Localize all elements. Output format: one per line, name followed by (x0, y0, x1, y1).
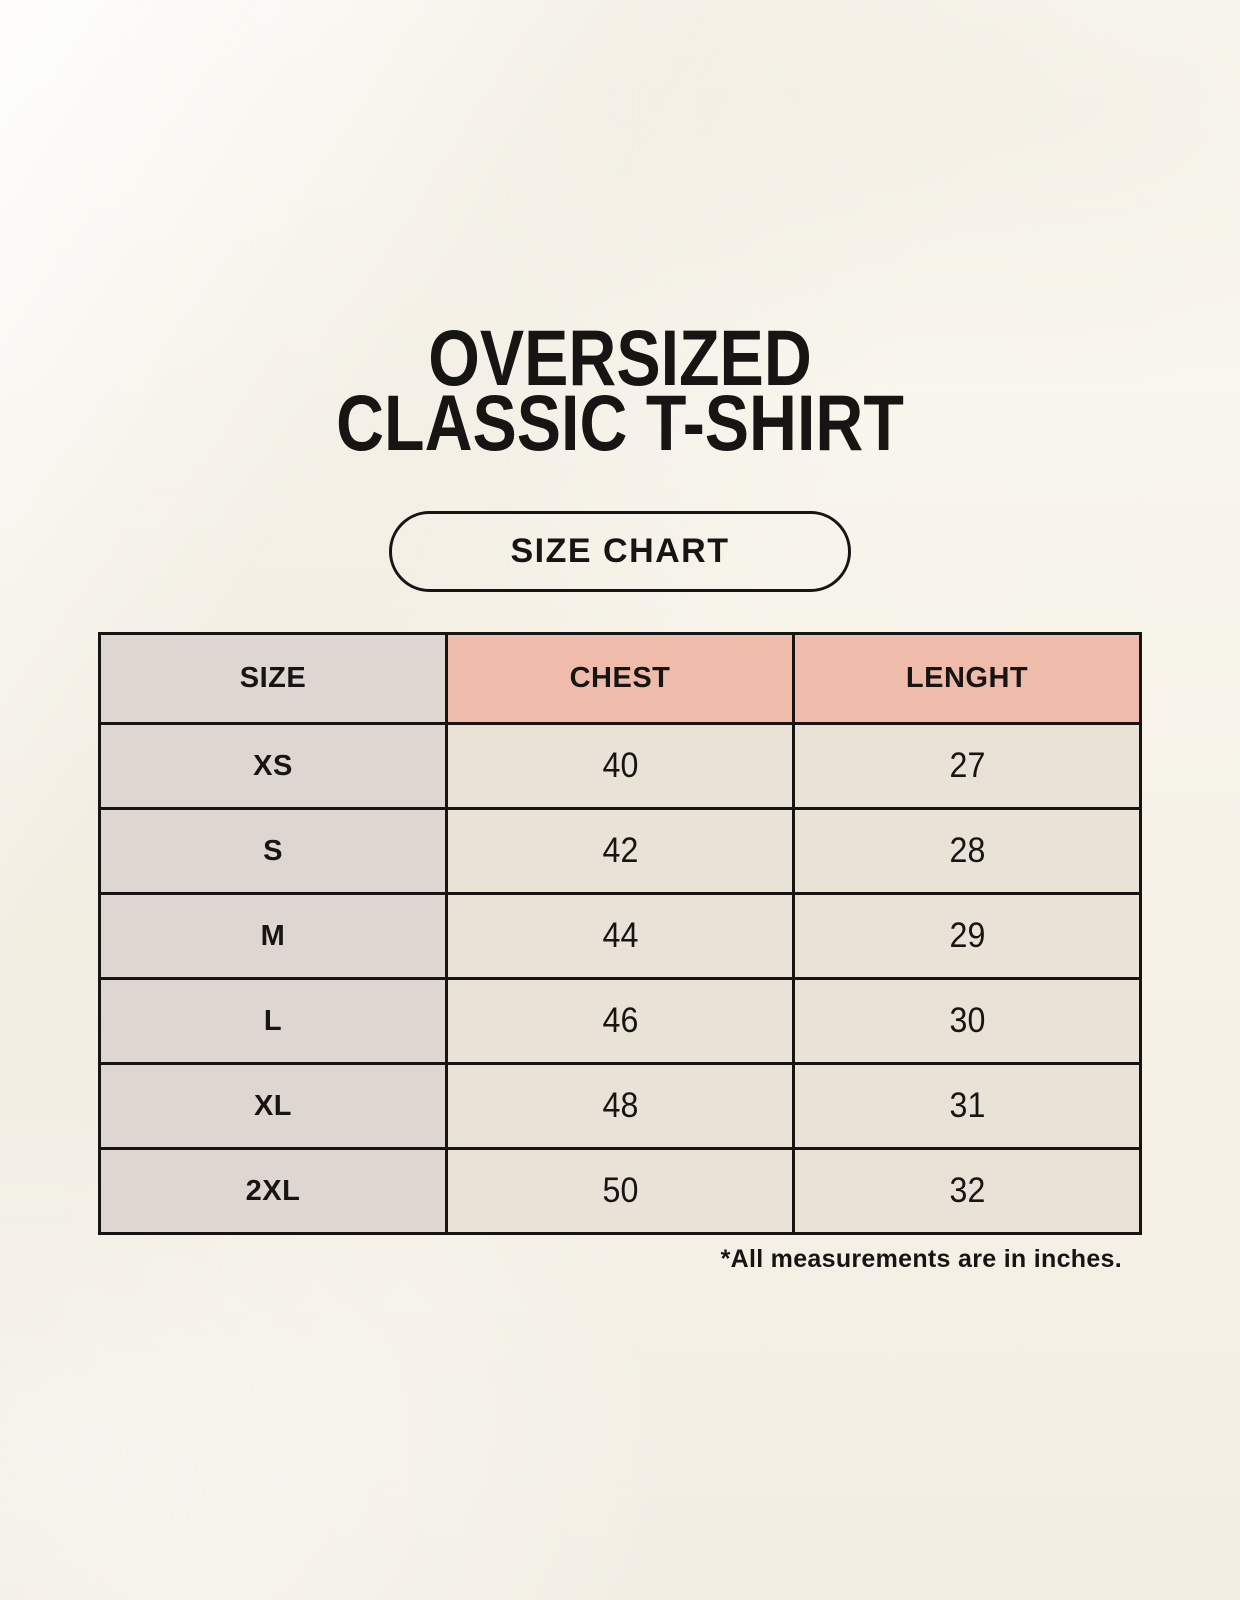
size-chart-button[interactable]: SIZE CHART (389, 511, 851, 592)
size-chart-table-container: SIZE CHEST LENGHT XS 40 27 S 42 28 M (98, 632, 1142, 1274)
size-cell: L (98, 977, 448, 1065)
length-cell: 29 (792, 892, 1142, 980)
header-block: OVERSIZED CLASSIC T-SHIRT SIZE CHART (0, 0, 1240, 592)
length-cell: 32 (792, 1147, 1142, 1235)
size-cell: XS (98, 722, 448, 810)
chest-cell: 48 (445, 1062, 795, 1150)
chest-value: 44 (602, 916, 638, 955)
column-header-size: SIZE (98, 632, 448, 725)
chest-value: 48 (602, 1086, 638, 1125)
size-cell: M (98, 892, 448, 980)
column-header-length: LENGHT (792, 632, 1142, 725)
table-row: XL 48 31 (98, 1062, 1142, 1150)
size-cell: 2XL (98, 1147, 448, 1235)
chest-value: 42 (602, 831, 638, 870)
page-title-line-2: CLASSIC T-SHIRT (336, 378, 904, 467)
chest-cell: 42 (445, 807, 795, 895)
length-value: 28 (949, 831, 985, 870)
length-value: 27 (949, 746, 985, 785)
chest-cell: 46 (445, 977, 795, 1065)
length-cell: 30 (792, 977, 1142, 1065)
table-row: L 46 30 (98, 977, 1142, 1065)
chest-value: 46 (602, 1001, 638, 1040)
page-title-line-1: OVERSIZED (428, 313, 812, 402)
table-row: M 44 29 (98, 892, 1142, 980)
length-value: 32 (949, 1171, 985, 1210)
length-value: 30 (949, 1001, 985, 1040)
length-cell: 28 (792, 807, 1142, 895)
table-row: XS 40 27 (98, 722, 1142, 810)
chest-cell: 40 (445, 722, 795, 810)
length-cell: 27 (792, 722, 1142, 810)
chest-value: 50 (602, 1171, 638, 1210)
chest-cell: 50 (445, 1147, 795, 1235)
table-header-row: SIZE CHEST LENGHT (98, 632, 1142, 725)
length-value: 31 (949, 1086, 985, 1125)
table-row: S 42 28 (98, 807, 1142, 895)
table-row: 2XL 50 32 (98, 1147, 1142, 1235)
length-cell: 31 (792, 1062, 1142, 1150)
chest-value: 40 (602, 746, 638, 785)
size-chart-table: SIZE CHEST LENGHT XS 40 27 S 42 28 M (98, 632, 1142, 1235)
measurements-note: *All measurements are in inches. (720, 1245, 1122, 1273)
length-value: 29 (949, 916, 985, 955)
size-cell: S (98, 807, 448, 895)
size-cell: XL (98, 1062, 448, 1150)
chest-cell: 44 (445, 892, 795, 980)
column-header-chest: CHEST (445, 632, 795, 725)
page-title: OVERSIZED CLASSIC T-SHIRT (0, 313, 1240, 467)
